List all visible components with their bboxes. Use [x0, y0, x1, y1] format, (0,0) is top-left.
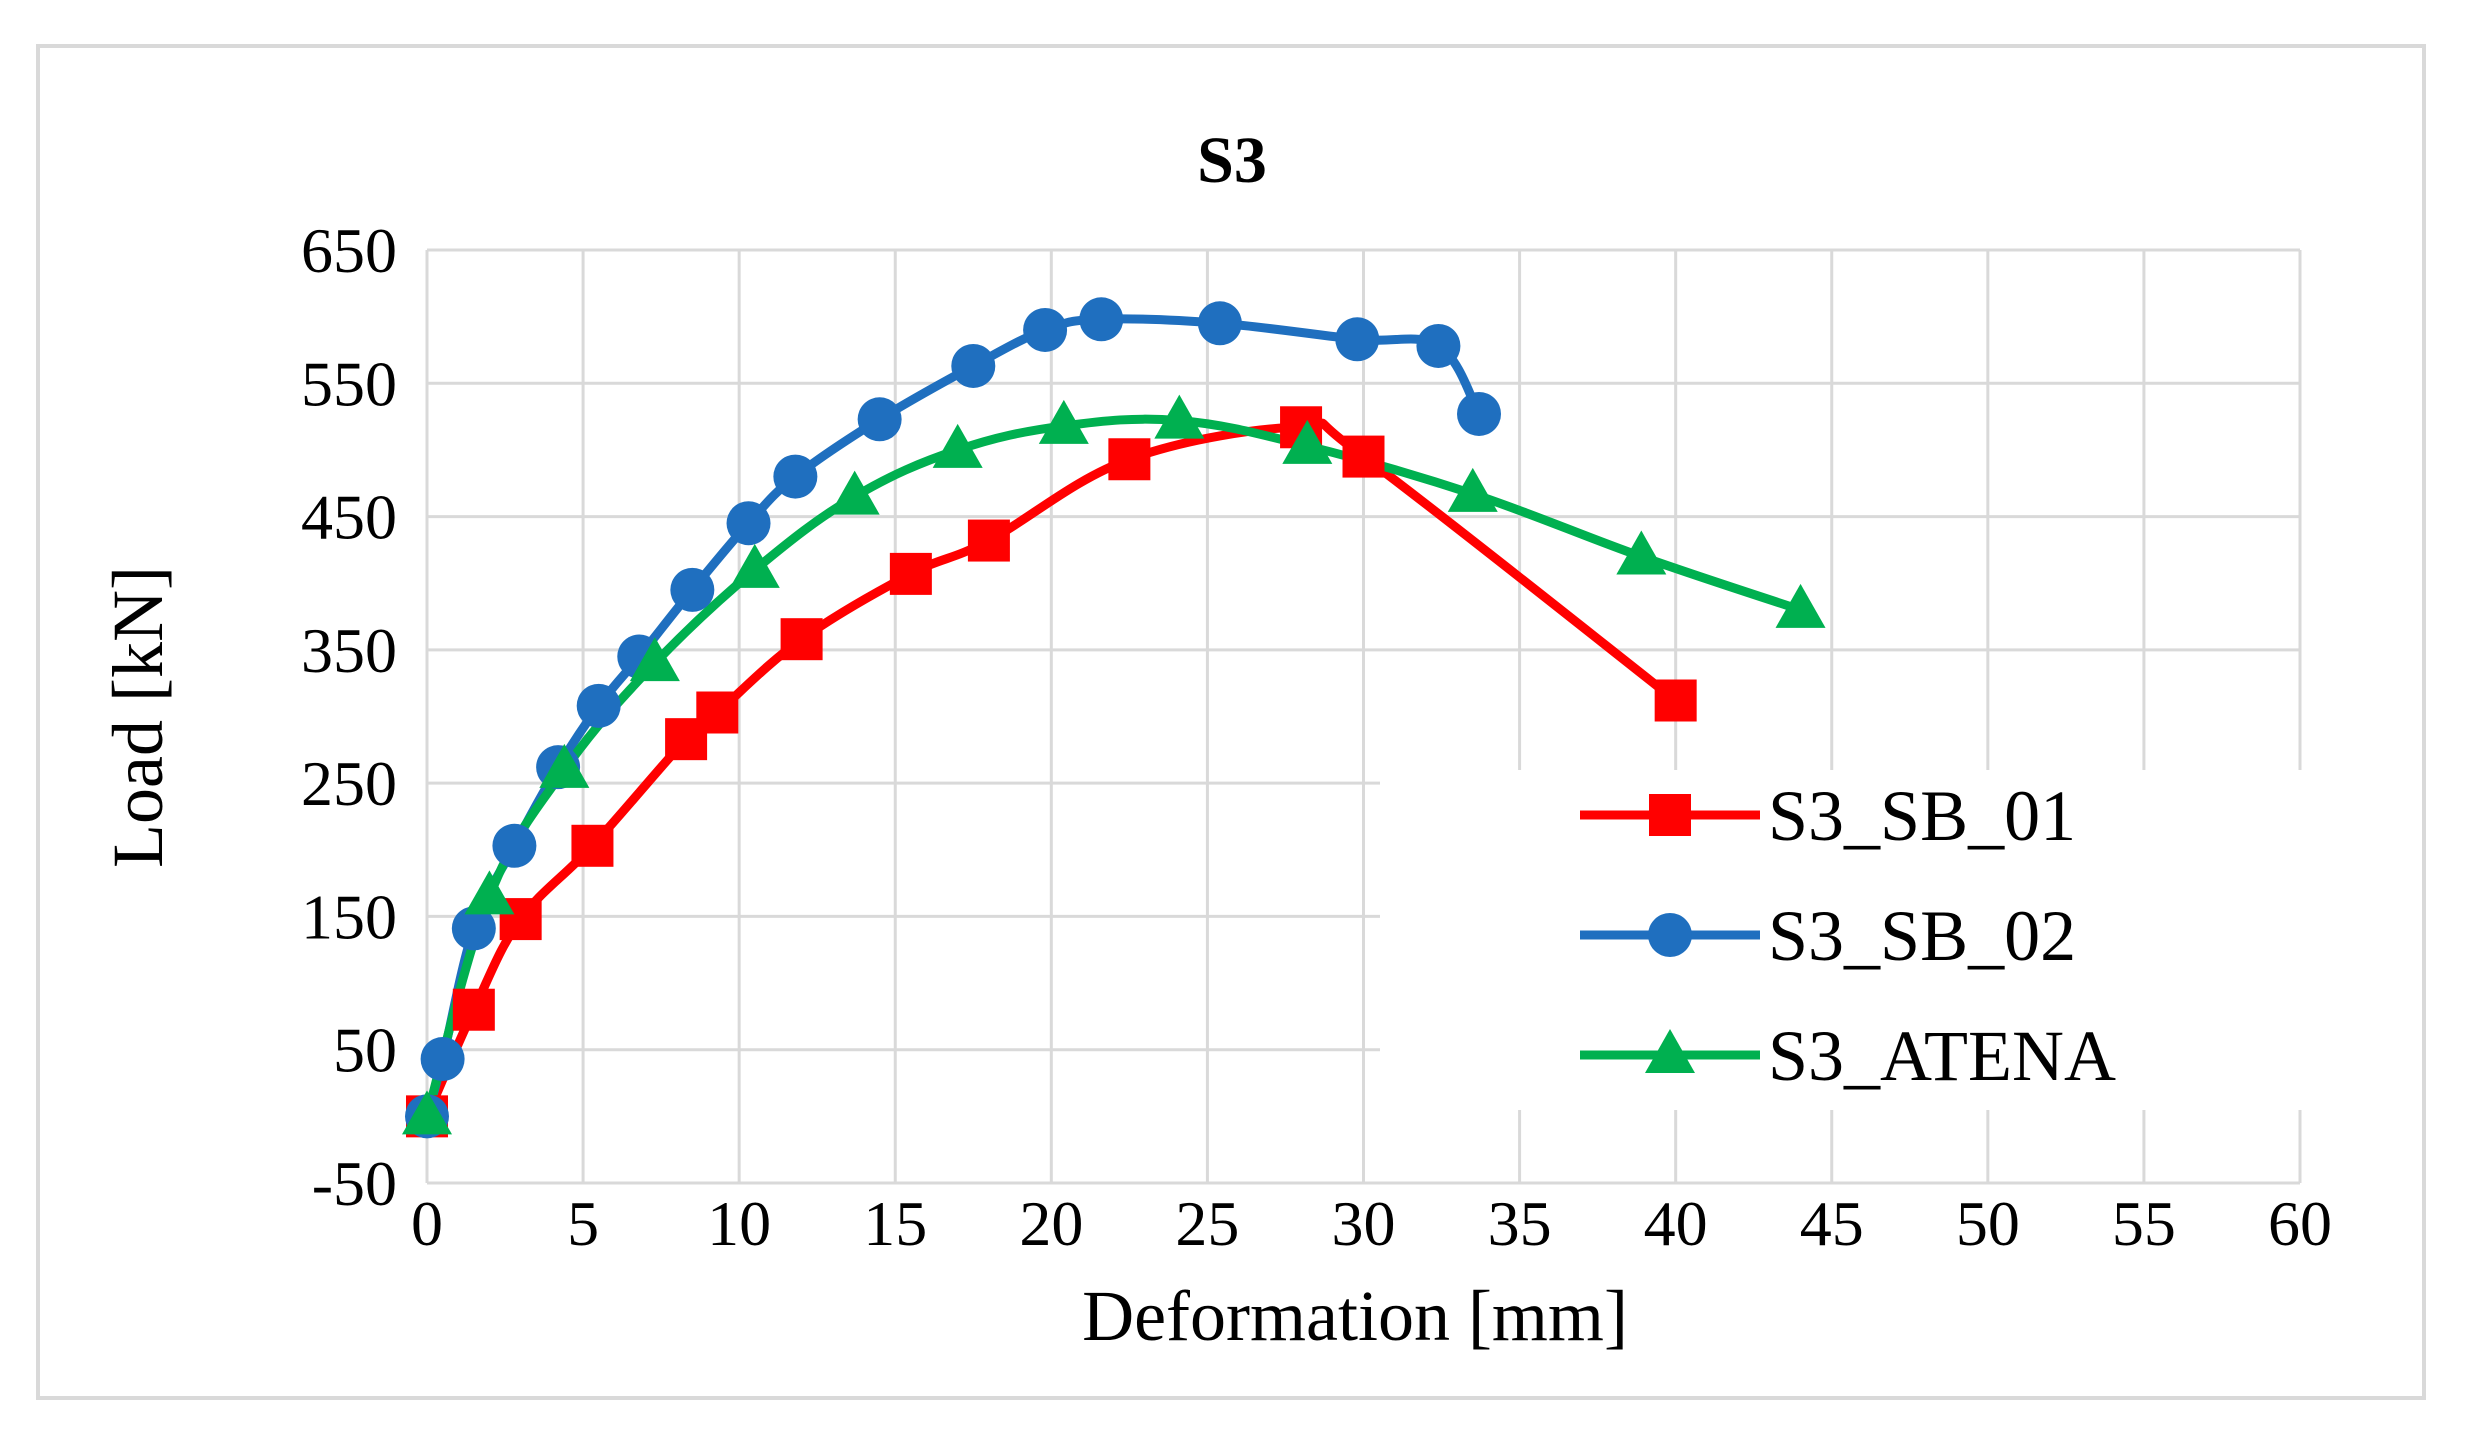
- y-ticks: -50 50 150 250 350 450 550 650: [301, 215, 397, 1219]
- chart-title: S3: [1197, 124, 1267, 197]
- data-point-s3-sb-02: [576, 683, 621, 728]
- x-tick-label: 10: [707, 1188, 771, 1259]
- data-point-s3-atena: [1775, 583, 1826, 628]
- series-markers: [402, 297, 1826, 1139]
- chart-frame: [36, 44, 2426, 1400]
- data-point-s3-sb-01: [1342, 435, 1385, 478]
- y-axis-label: Load [kN]: [98, 566, 178, 868]
- data-point-s3-sb-01: [452, 988, 495, 1031]
- data-point-s3-atena: [1616, 530, 1667, 575]
- data-point-s3-atena: [1282, 419, 1333, 464]
- data-point-s3-atena: [932, 423, 983, 468]
- x-tick-label: 50: [1956, 1188, 2020, 1259]
- y-tick-label: 150: [301, 881, 397, 952]
- data-point-s3-sb-02: [1079, 297, 1124, 342]
- x-tick-label: 30: [1332, 1188, 1396, 1259]
- data-point-s3-sb-01: [780, 618, 823, 661]
- data-point-s3-atena: [729, 543, 780, 588]
- data-point-s3-atena: [1038, 399, 1089, 444]
- x-tick-label: 60: [2268, 1188, 2332, 1259]
- x-tick-label: 5: [567, 1188, 599, 1259]
- data-point-s3-sb-01: [889, 552, 932, 595]
- data-point-s3-sb-02: [1335, 317, 1380, 362]
- data-point-s3-sb-02: [857, 397, 902, 442]
- legend-label: S3_ATENA: [1768, 1016, 2116, 1096]
- x-tick-label: 20: [1019, 1188, 1083, 1259]
- data-point-s3-atena: [1154, 394, 1205, 439]
- y-tick-label: 50: [333, 1015, 397, 1086]
- y-tick-label: 450: [301, 482, 397, 553]
- data-point-s3-atena: [539, 743, 590, 788]
- data-point-s3-sb-02: [726, 501, 771, 546]
- data-point-s3-sb-02: [1197, 301, 1242, 346]
- x-tick-label: 35: [1488, 1188, 1552, 1259]
- legend-marker: [1645, 1029, 1695, 1073]
- data-point-s3-sb-02: [492, 823, 537, 868]
- legend-label: S3_SB_02: [1768, 896, 2076, 976]
- legend-marker: [1649, 794, 1691, 836]
- data-point-s3-sb-02: [670, 567, 715, 612]
- legend-marker: [1648, 913, 1692, 957]
- x-tick-label: 40: [1644, 1188, 1708, 1259]
- x-ticks: 0 5 10 15 20 25 30 35 40 45 50 55 60: [411, 1188, 2332, 1259]
- x-tick-label: 25: [1175, 1188, 1239, 1259]
- x-tick-label: 0: [411, 1188, 443, 1259]
- data-point-s3-sb-01: [571, 824, 614, 867]
- x-axis-label: Deformation [mm]: [1082, 1276, 1628, 1356]
- data-point-s3-sb-01: [1108, 438, 1151, 481]
- data-point-s3-atena: [464, 870, 515, 915]
- data-point-s3-sb-01: [1654, 679, 1697, 722]
- data-point-s3-sb-02: [1457, 391, 1502, 436]
- data-point-s3-sb-02: [451, 906, 496, 951]
- data-point-s3-sb-01: [696, 691, 739, 734]
- data-point-s3-atena: [829, 470, 880, 515]
- y-tick-label: -50: [312, 1148, 397, 1219]
- data-point-s3-sb-01: [967, 519, 1010, 562]
- data-point-s3-sb-02: [951, 343, 996, 388]
- y-tick-label: 550: [301, 348, 397, 419]
- data-point-s3-sb-02: [773, 454, 818, 499]
- data-point-s3-sb-02: [420, 1037, 465, 1082]
- y-tick-label: 250: [301, 748, 397, 819]
- x-tick-label: 45: [1800, 1188, 1864, 1259]
- x-tick-label: 55: [2112, 1188, 2176, 1259]
- data-point-s3-atena: [402, 1090, 452, 1135]
- x-tick-label: 15: [863, 1188, 927, 1259]
- data-point-s3-atena: [629, 637, 680, 682]
- y-tick-label: 350: [301, 615, 397, 686]
- legend-label: S3_SB_01: [1768, 776, 2076, 856]
- legend-background: [1380, 770, 2380, 1110]
- y-tick-label: 650: [301, 215, 397, 286]
- data-point-s3-sb-02: [1416, 323, 1461, 368]
- legend: S3_SB_01 S3_SB_02 S3_ATENA: [1580, 776, 2116, 1096]
- data-point-s3-atena: [1447, 467, 1498, 512]
- data-point-s3-sb-02: [1023, 307, 1068, 352]
